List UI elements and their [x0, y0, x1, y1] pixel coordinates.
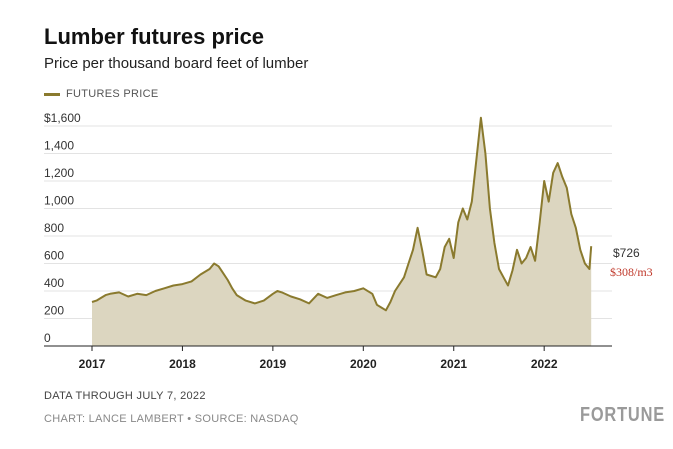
y-tick-label: 1,000 — [44, 194, 74, 208]
chart-title: Lumber futures price — [44, 24, 265, 49]
y-tick-label: 600 — [44, 249, 64, 263]
legend-swatch — [44, 92, 60, 96]
y-tick-label: 1,200 — [44, 166, 74, 180]
x-tick-label: 2022 — [531, 357, 558, 371]
y-tick-label: 800 — [44, 221, 64, 235]
chart-subtitle: Price per thousand board feet of lumber — [44, 55, 309, 72]
x-tick-label: 2020 — [350, 357, 377, 371]
converted-price-annotation: $308/m3 — [610, 265, 653, 279]
x-tick-label: 2021 — [440, 357, 467, 371]
last-value-annotation: $726 — [613, 246, 640, 260]
x-tick-label: 2017 — [79, 357, 106, 371]
y-tick-label: $1,600 — [44, 111, 81, 125]
chart-credit: CHART: LANCE LAMBERT • SOURCE: NASDAQ — [44, 413, 299, 425]
legend-label: FUTURES PRICE — [66, 88, 159, 100]
y-tick-label: 200 — [44, 304, 64, 318]
series-area — [92, 117, 592, 346]
x-tick-label: 2018 — [169, 357, 196, 371]
y-tick-label: 400 — [44, 276, 64, 290]
series-line — [91, 116, 593, 312]
y-tick-label: 0 — [44, 331, 51, 345]
legend: FUTURES PRICE — [44, 88, 159, 100]
fortune-logo: FORTUNE — [580, 404, 666, 426]
data-through-note: DATA THROUGH JULY 7, 2022 — [44, 390, 206, 402]
y-tick-label: 1,400 — [44, 139, 74, 153]
x-tick-label: 2019 — [260, 357, 287, 371]
